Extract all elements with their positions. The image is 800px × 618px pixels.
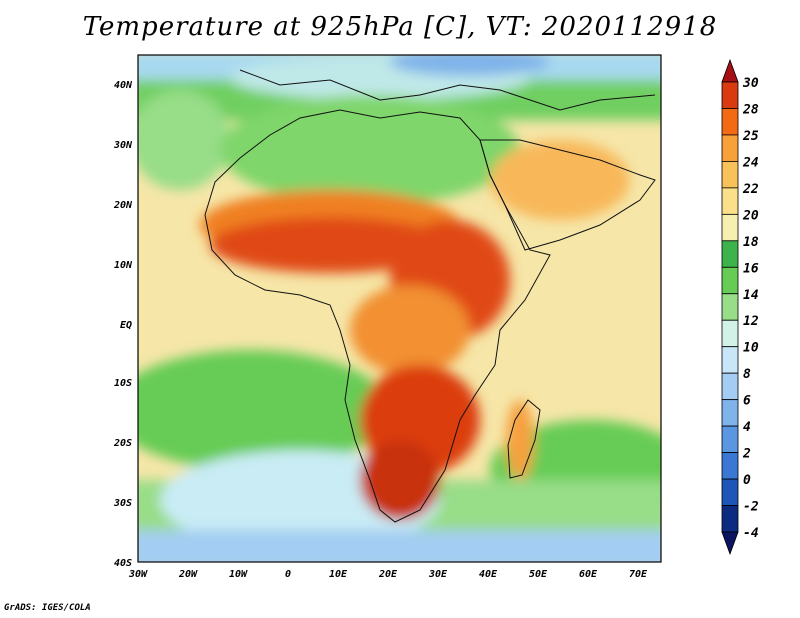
colorbar-swatch bbox=[721, 372, 739, 401]
temperature-field bbox=[138, 55, 661, 562]
colorbar-label: 0 bbox=[743, 473, 751, 488]
colorbar-label: -4 bbox=[743, 526, 759, 541]
colorbar-label: 18 bbox=[743, 235, 759, 250]
colorbar-swatch bbox=[721, 266, 739, 295]
lat-tick-label: EQ bbox=[120, 320, 132, 331]
central-africa-warm bbox=[350, 285, 470, 375]
lon-tick-label: 50E bbox=[529, 569, 548, 580]
madagascar-warm bbox=[506, 400, 534, 480]
colorbar-label: -2 bbox=[743, 500, 759, 515]
lon-tick-label: 70E bbox=[629, 569, 648, 580]
arabia-warm bbox=[490, 140, 630, 220]
colorbar-label: 30 bbox=[742, 76, 759, 91]
colorbar-swatch bbox=[721, 505, 739, 533]
colorbar-swatch bbox=[721, 399, 739, 427]
colorbar-swatch bbox=[721, 319, 739, 348]
sahel-hot bbox=[210, 217, 450, 273]
madagascar-coastline bbox=[507, 399, 541, 479]
colorbar-label: 6 bbox=[743, 394, 751, 409]
lon-tick-label: 10E bbox=[329, 569, 348, 580]
coastlines bbox=[204, 69, 656, 523]
colorbar-min-triangle bbox=[721, 531, 739, 556]
lat-tick-label: 10N bbox=[114, 260, 133, 271]
colorbar-label: 16 bbox=[743, 261, 759, 276]
colorbar-swatch bbox=[721, 293, 739, 321]
colorbar-label: 22 bbox=[742, 182, 759, 197]
arabia-coastline bbox=[479, 139, 656, 251]
lon-tick-label: 30W bbox=[128, 569, 148, 580]
map-title: Temperature at 925hPa [C], VT: 202011291… bbox=[82, 12, 718, 42]
colorbar-swatch bbox=[721, 187, 739, 215]
lon-tick-label: 10W bbox=[229, 569, 248, 580]
africa-coastline bbox=[204, 109, 551, 523]
colorbar-label: 12 bbox=[743, 314, 759, 329]
lat-tick-label: 30N bbox=[113, 140, 133, 151]
colorbar-swatch bbox=[721, 161, 739, 189]
colorbar-label: 10 bbox=[743, 341, 759, 356]
colorbar-swatch bbox=[721, 346, 739, 374]
atlantic-north-patch bbox=[138, 90, 230, 190]
lat-tick-label: 20N bbox=[113, 200, 133, 211]
south-atlantic-green bbox=[138, 350, 390, 470]
colorbar-swatch bbox=[721, 81, 739, 109]
lat-tick-label: 30S bbox=[113, 498, 132, 509]
lon-tick-label: 60E bbox=[579, 569, 598, 580]
lon-tick-label: 20W bbox=[178, 569, 198, 580]
lat-tick-label: 40S bbox=[114, 558, 132, 569]
colorbar-label: 14 bbox=[743, 288, 759, 303]
kalahari-hot bbox=[360, 440, 440, 520]
colorbar-swatch bbox=[721, 240, 739, 268]
colorbar-label: 24 bbox=[742, 155, 759, 170]
colorbar-label: 2 bbox=[742, 447, 751, 462]
sahara-cool bbox=[220, 95, 520, 205]
colorbar-swatch bbox=[721, 213, 739, 242]
lon-tick-label: 30E bbox=[428, 569, 448, 580]
lat-tick-label: 10S bbox=[114, 378, 132, 389]
lon-tick-label: 40E bbox=[479, 569, 498, 580]
colorbar-label: 28 bbox=[742, 102, 759, 117]
southern-ocean-coldest bbox=[138, 530, 661, 562]
grads-credit: GrADS: IGES/COLA bbox=[4, 603, 91, 613]
colorbar-swatch bbox=[721, 425, 739, 453]
colorbar-label: 8 bbox=[743, 367, 751, 382]
colorbar-label: 20 bbox=[742, 208, 759, 223]
europe-cold-patch bbox=[390, 55, 550, 76]
lon-tick-label: 0 bbox=[285, 569, 291, 580]
colorbar-swatch bbox=[721, 452, 739, 480]
colorbar-label: 4 bbox=[743, 420, 751, 435]
map-frame bbox=[137, 54, 662, 563]
lat-axis: 40N 30N 20N 10N EQ 10S 20S 30S 40S bbox=[113, 80, 133, 569]
colorbar-label: 25 bbox=[742, 129, 759, 144]
colorbar-swatch bbox=[721, 134, 739, 162]
lat-tick-label: 40N bbox=[114, 80, 133, 91]
lon-axis: 30W 20W 10W 0 10E 20E 30E 40E 50E 60E 70… bbox=[128, 569, 648, 580]
lon-tick-label: 20E bbox=[378, 569, 398, 580]
europe-coastline bbox=[239, 69, 656, 111]
colorbar-swatch bbox=[721, 478, 739, 506]
lat-tick-label: 20S bbox=[113, 438, 132, 449]
colorbar-max-triangle bbox=[721, 58, 739, 83]
colorbar-swatch bbox=[721, 108, 739, 136]
